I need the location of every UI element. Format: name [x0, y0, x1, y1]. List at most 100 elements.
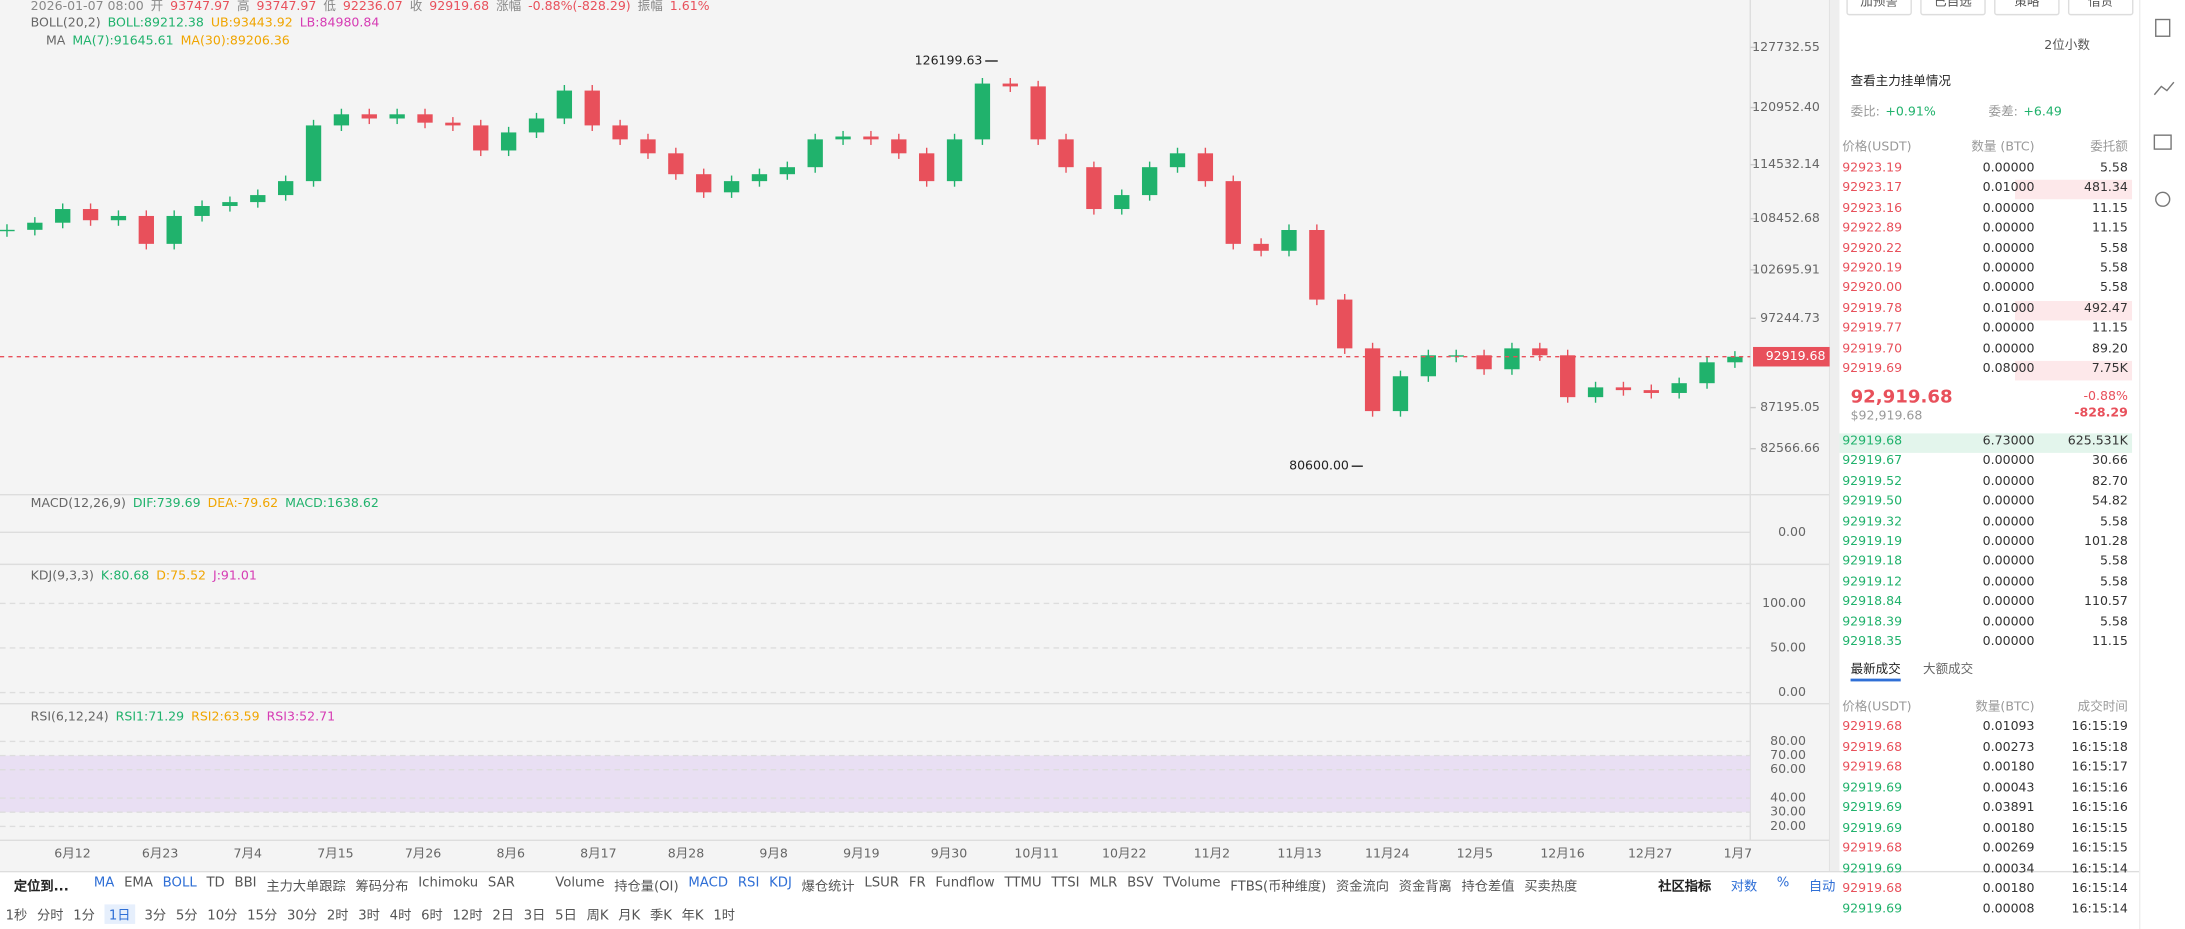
y-tick-label: 60.00 — [1770, 761, 1806, 776]
indicator-button[interactable]: Fundflow — [935, 875, 995, 891]
view-button[interactable]: 社区指标 — [1658, 879, 1712, 895]
indicator-button[interactable]: 资金流向 — [1336, 879, 1390, 895]
indicator-button[interactable]: FR — [908, 875, 926, 891]
bid-row: 92919.12 0.00000 5.58 — [1839, 574, 2132, 594]
cell: 0.00000 — [1982, 201, 2035, 216]
diff-label: 委差: — [1988, 105, 2018, 120]
cell: 5.58 — [2099, 575, 2128, 590]
indicator-button[interactable]: KDJ — [769, 875, 792, 891]
indicator-button[interactable]: EMA — [124, 875, 153, 891]
y-tick-label: 70.00 — [1770, 747, 1806, 762]
indicator-button[interactable]: TD — [206, 875, 225, 891]
interval-button[interactable]: 5分 — [175, 908, 198, 924]
candle — [1504, 348, 1520, 370]
candle — [1309, 230, 1325, 300]
indicator-button[interactable]: RSI — [737, 875, 760, 891]
interval-button[interactable]: 1秒 — [5, 908, 28, 924]
interval-button[interactable]: 1时 — [713, 908, 735, 924]
interval-button[interactable]: 3分 — [144, 908, 167, 924]
indicator-button[interactable]: MA — [93, 875, 115, 891]
view-bar: 社区指标 对数% 自动 — [1658, 875, 1855, 895]
indicator-button[interactable]: 爆仓统计 — [801, 879, 855, 895]
interval-button[interactable]: 30分 — [286, 908, 318, 924]
legend-item: MA(7):91645.61 — [72, 34, 174, 49]
indicator-button[interactable]: BBI — [234, 875, 257, 891]
cell: 92918.39 — [1842, 615, 1903, 630]
ask-row: 92919.69 0.08000 7.75K — [1839, 360, 2133, 381]
candle — [1392, 376, 1409, 412]
interval-bar: 1秒 分时 1分 1日 3分 5分 10分 15分 30分 2时 3时 4时 6时 12时 2日 3日 5日 周K… — [6, 904, 745, 924]
interval-button[interactable]: 2时 — [326, 908, 349, 924]
x-tick-label: 6月23 — [142, 846, 178, 861]
candle — [974, 83, 991, 140]
indicator-button[interactable]: FTBS(币种维度) — [1230, 879, 1327, 895]
candle — [1253, 243, 1269, 251]
indicator-button[interactable]: BOLL — [162, 875, 197, 891]
cell: 92918.84 — [1842, 595, 1903, 610]
locate-button[interactable]: 定位到... — [13, 879, 69, 895]
cell: 92919.69 — [1842, 781, 1903, 795]
cell: 0.00000 — [1982, 322, 2035, 337]
y-tick-label: 87195.05 — [1760, 399, 1820, 414]
indicator-button[interactable]: 资金背离 — [1398, 879, 1452, 895]
bid-row: 92918.39 0.00000 5.58 — [1839, 614, 2132, 634]
interval-button[interactable]: 3日 — [523, 908, 546, 924]
last-price-label: 92919.68 — [1766, 348, 1826, 363]
view-button[interactable]: 对数 — [1730, 879, 1758, 895]
view-button[interactable]: % — [1776, 875, 1790, 891]
cell: 5.58 — [2099, 241, 2128, 256]
indicator-button[interactable]: MACD — [688, 875, 729, 891]
interval-button[interactable]: 4时 — [389, 908, 412, 924]
interval-button[interactable]: 3时 — [358, 908, 380, 924]
interval-button[interactable]: 季K — [649, 908, 672, 924]
cell: 92919.32 — [1842, 515, 1903, 529]
y-tick-label: 100.00 — [1762, 595, 1806, 610]
ask-row: 92923.17 0.01000 481.34 — [1839, 180, 2133, 200]
indicator-button[interactable]: TTSI — [1051, 875, 1080, 891]
cell: 0.00000 — [1982, 615, 2035, 630]
indicator-button[interactable]: 筹码分布 — [355, 879, 409, 895]
indicator-button[interactable]: TTMU — [1004, 875, 1042, 891]
x-tick-label: 9月8 — [759, 846, 788, 861]
y-tick-label: 127732.55 — [1752, 39, 1820, 54]
interval-button[interactable]: 5日 — [555, 908, 577, 924]
indicator-button[interactable]: 主力大单跟踪 — [266, 879, 346, 895]
cell: 委托额 — [2090, 140, 2128, 155]
indicator-button[interactable]: TVolume — [1163, 875, 1221, 891]
interval-button[interactable]: 1分 — [73, 908, 95, 924]
x-tick-label: 7月15 — [317, 846, 353, 861]
indicator-button[interactable]: MLR — [1089, 875, 1118, 891]
candle — [1448, 355, 1464, 357]
interval-button[interactable]: 周K — [586, 908, 609, 924]
candle — [1197, 153, 1214, 182]
interval-button[interactable]: 2日 — [492, 908, 515, 924]
indicator-button[interactable]: Ichimoku — [418, 875, 479, 891]
legend-item: -0.88%(-828.29) — [528, 0, 631, 14]
indicator-button[interactable]: 买卖热度 — [1524, 879, 1578, 895]
interval-button[interactable]: 15分 — [247, 908, 278, 924]
indicator-button[interactable]: SAR — [487, 875, 515, 891]
y-tick-label: 97244.73 — [1760, 310, 1820, 325]
interval-button[interactable]: 10分 — [207, 908, 238, 924]
cell: 16:15:19 — [2071, 720, 2128, 735]
cell: 0.08000 — [1982, 362, 2035, 377]
interval-button[interactable]: 12时 — [452, 908, 483, 924]
y-tick-label: 108452.68 — [1752, 210, 1820, 225]
view-button[interactable]: 自动 — [1808, 879, 1836, 895]
indicator-button[interactable]: LSUR — [864, 875, 900, 891]
indicator-button[interactable]: BSV — [1127, 875, 1154, 891]
candle — [27, 222, 43, 230]
y-tick-label: 40.00 — [1770, 790, 1806, 805]
interval-button[interactable]: 年K — [681, 908, 704, 924]
legend-item: 1.61% — [669, 0, 710, 14]
cell: 0.00273 — [1982, 740, 2035, 755]
ask-row: 92922.89 0.00000 11.15 — [1839, 220, 2132, 240]
interval-button[interactable]: 分时 — [36, 908, 64, 924]
interval-button[interactable]: 月K — [618, 908, 641, 924]
indicator-button[interactable]: Volume — [555, 875, 605, 891]
indicator-button[interactable]: 持仓量(OI) — [614, 879, 679, 895]
interval-button[interactable]: 1日 — [104, 904, 135, 924]
interval-button[interactable]: 6时 — [421, 908, 443, 924]
indicator-button[interactable]: 持仓差值 — [1461, 879, 1515, 895]
legend-item: DIF:739.69 — [132, 497, 201, 512]
